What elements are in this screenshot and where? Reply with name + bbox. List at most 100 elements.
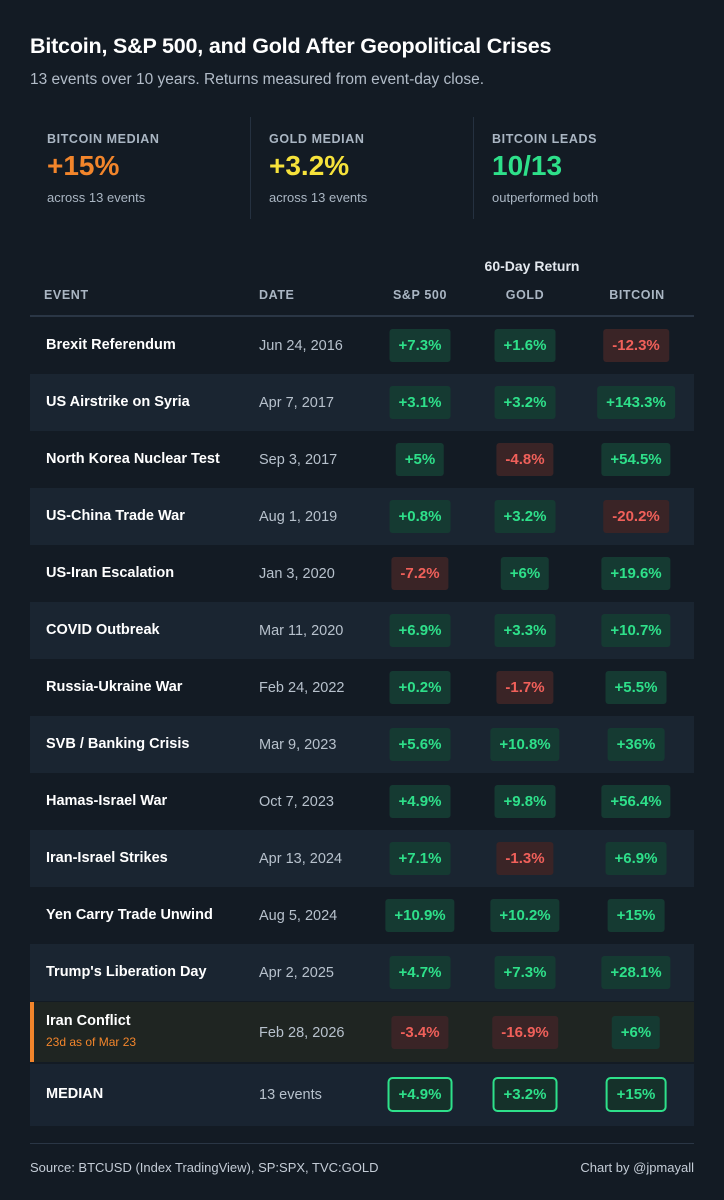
sp500-return-pill: +5% — [395, 443, 445, 476]
event-name: Hamas-Israel War — [46, 793, 168, 809]
gold-return-pill: +10.8% — [490, 728, 560, 761]
sp500-return-pill: +0.8% — [389, 500, 451, 533]
page-subtitle: 13 events over 10 years. Returns measure… — [30, 71, 485, 88]
event-name: COVID Outbreak — [46, 622, 160, 638]
gold-return-pill: +3.2% — [494, 386, 556, 419]
table-row: Iran-Israel Strikes Apr 13, 2024 +7.1% -1.3… — [30, 830, 694, 887]
event-date: Jun 24, 2016 — [259, 338, 343, 354]
event-date: Sep 3, 2017 — [259, 452, 338, 468]
median-count: 13 events — [259, 1087, 322, 1103]
median-row: MEDIAN 13 events +4.9% +3.2% +15% — [30, 1064, 694, 1126]
group-header-60-day-return: 60-Day Return — [484, 258, 580, 274]
table-row: Hamas-Israel War Oct 7, 2023 +4.9% +9.8% +56… — [30, 773, 694, 830]
stat-sub: across 13 events — [269, 190, 368, 205]
event-name: Brexit Referendum — [46, 337, 176, 353]
table-row: US Airstrike on Syria Apr 7, 2017 +3.1% +3.… — [30, 374, 694, 431]
table-row: Yen Carry Trade Unwind Aug 5, 2024 +10.9% +… — [30, 887, 694, 944]
table-row: Trump's Liberation Day Apr 2, 2025 +4.7% +7… — [30, 944, 694, 1001]
event-date: Mar 9, 2023 — [259, 737, 337, 753]
stat-label: BITCOIN MEDIAN — [47, 132, 160, 146]
stat-label: GOLD MEDIAN — [269, 132, 365, 146]
stat-value: 10/13 — [492, 150, 563, 181]
event-name: US Airstrike on Syria — [46, 394, 190, 410]
bitcoin-return-pill: +54.5% — [601, 443, 671, 476]
bitcoin-return-pill: +15% — [607, 899, 665, 932]
event-date: Mar 11, 2020 — [259, 623, 344, 639]
sp500-return-pill: -7.2% — [391, 557, 449, 590]
chart-credit: Chart by @jpmayall — [580, 1160, 694, 1175]
median-label: MEDIAN — [46, 1086, 104, 1102]
event-note: 23d as of Mar 23 — [46, 1035, 137, 1049]
table-row: Russia-Ukraine War Feb 24, 2022 +0.2% -1.7%… — [30, 659, 694, 716]
event-name: Iran-Israel Strikes — [46, 850, 168, 866]
gold-return-pill: +9.8% — [494, 785, 556, 818]
table-row: US-China Trade War Aug 1, 2019 +0.8% +3.2% -… — [30, 488, 694, 545]
gold-return-pill: +3.3% — [494, 614, 556, 647]
stats-bar: BITCOIN MEDIAN +15% across 13 events GOL… — [30, 117, 694, 219]
bitcoin-return-pill: +19.6% — [601, 557, 671, 590]
column-header-bitcoin: BITCOIN — [609, 288, 665, 302]
gold-return-pill: -1.3% — [496, 842, 554, 875]
table-row: COVID Outbreak Mar 11, 2020 +6.9% +3.3% +10.… — [30, 602, 694, 659]
stat-divider — [250, 117, 251, 219]
sp500-return-pill: +3.1% — [389, 386, 451, 419]
stat-sub: outperformed both — [492, 190, 599, 205]
gold-return-pill: +1.6% — [494, 329, 556, 362]
event-name: Russia-Ukraine War — [46, 679, 183, 695]
bitcoin-return-pill: +6% — [611, 1016, 661, 1049]
median-sp500-pill: +4.9% — [387, 1077, 453, 1112]
event-date: Jan 3, 2020 — [259, 566, 335, 582]
sp500-return-pill: +4.9% — [389, 785, 451, 818]
event-name: Iran Conflict — [46, 1013, 131, 1029]
bitcoin-return-pill: +6.9% — [605, 842, 667, 875]
gold-return-pill: +10.2% — [490, 899, 560, 932]
table-row: Iran Conflict 23d as of Mar 23 Feb 28, 202… — [30, 1002, 694, 1062]
bitcoin-return-pill: +143.3% — [597, 386, 675, 419]
bitcoin-return-pill: +56.4% — [601, 785, 671, 818]
gold-return-pill: -16.9% — [492, 1016, 558, 1049]
event-date: Feb 24, 2022 — [259, 680, 345, 696]
event-name: North Korea Nuclear Test — [46, 451, 220, 467]
event-name: SVB / Banking Crisis — [46, 736, 190, 752]
sp500-return-pill: +7.1% — [389, 842, 451, 875]
column-header-sp500: S&P 500 — [392, 288, 448, 302]
gold-return-pill: -1.7% — [496, 671, 554, 704]
header-divider — [30, 315, 694, 317]
bitcoin-return-pill: +10.7% — [601, 614, 671, 647]
event-date: Apr 7, 2017 — [259, 395, 334, 411]
gold-return-pill: +3.2% — [494, 500, 556, 533]
table-row: SVB / Banking Crisis Mar 9, 2023 +5.6% +10.… — [30, 716, 694, 773]
event-date: Aug 5, 2024 — [259, 908, 338, 924]
sp500-return-pill: +0.2% — [389, 671, 451, 704]
stat-value: +3.2% — [269, 150, 350, 181]
column-header-event: EVENT — [44, 288, 89, 302]
gold-return-pill: -4.8% — [496, 443, 554, 476]
stat-value: +15% — [47, 150, 120, 181]
sp500-return-pill: +7.3% — [389, 329, 451, 362]
highlight-accent-bar — [30, 1002, 34, 1062]
stat-label: BITCOIN LEADS — [492, 132, 598, 146]
event-name: US-Iran Escalation — [46, 565, 175, 581]
event-date: Apr 2, 2025 — [259, 965, 334, 981]
bitcoin-return-pill: -12.3% — [603, 329, 669, 362]
column-header-date: DATE — [259, 288, 295, 302]
event-date: Oct 7, 2023 — [259, 794, 334, 810]
event-name: Yen Carry Trade Unwind — [46, 907, 213, 923]
sp500-return-pill: +10.9% — [385, 899, 455, 932]
sp500-return-pill: +6.9% — [389, 614, 451, 647]
table-row: Brexit Referendum Jun 24, 2016 +7.3% +1.6% -… — [30, 317, 694, 374]
event-date: Aug 1, 2019 — [259, 509, 338, 525]
event-date: Apr 13, 2024 — [259, 851, 343, 867]
gold-return-pill: +6% — [500, 557, 550, 590]
bitcoin-return-pill: +36% — [607, 728, 665, 761]
bitcoin-return-pill: -20.2% — [603, 500, 669, 533]
page-title: Bitcoin, S&P 500, and Gold After Geopoli… — [30, 34, 552, 58]
table-row: US-Iran Escalation Jan 3, 2020 -7.2% +6% +19… — [30, 545, 694, 602]
sp500-return-pill: -3.4% — [391, 1016, 449, 1049]
column-header-gold: GOLD — [505, 288, 545, 302]
bitcoin-return-pill: +28.1% — [601, 956, 671, 989]
source-note: Source: BTCUSD (Index TradingView), SP:S… — [30, 1160, 379, 1175]
sp500-return-pill: +5.6% — [389, 728, 451, 761]
bitcoin-return-pill: +5.5% — [605, 671, 667, 704]
gold-return-pill: +7.3% — [494, 956, 556, 989]
